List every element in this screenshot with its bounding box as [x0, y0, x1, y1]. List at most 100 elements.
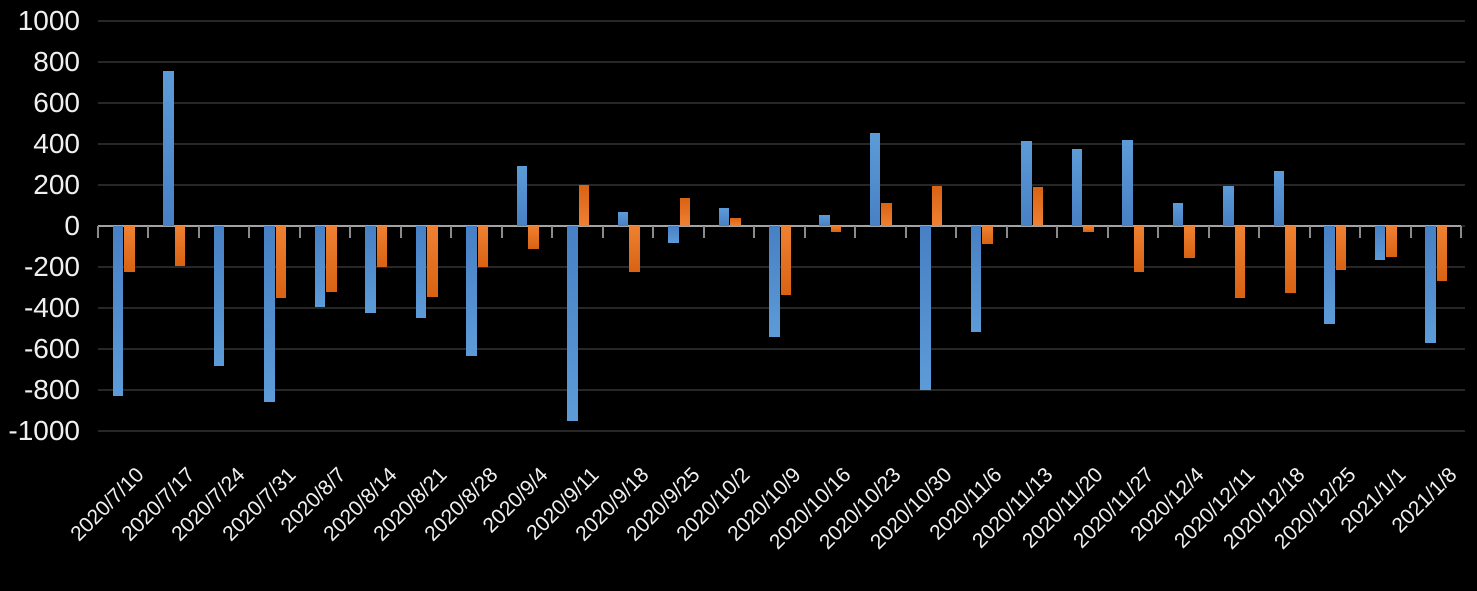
bar-blue-series	[163, 71, 174, 226]
axis-tick	[1460, 226, 1462, 238]
y-axis-tick-label: -400	[23, 292, 80, 323]
bar-orange-series	[174, 226, 186, 266]
bar-orange-series	[1335, 226, 1347, 271]
bar-orange-series	[275, 226, 287, 298]
gridline	[98, 102, 1465, 104]
gridline	[98, 348, 1465, 350]
bar-orange-series	[1032, 187, 1044, 226]
bar-orange-series	[1436, 226, 1448, 282]
y-axis-tick-label: 400	[33, 128, 80, 159]
bar-blue-series	[1071, 149, 1083, 226]
axis-tick	[904, 226, 907, 238]
axis-tick	[147, 226, 150, 238]
bar-orange-series	[730, 217, 741, 226]
bar-blue-series	[1425, 226, 1436, 343]
bar-orange-series	[679, 198, 691, 226]
y-axis-tick-label: -1000	[8, 415, 80, 446]
axis-tick	[298, 226, 301, 238]
bar-blue-series	[1021, 140, 1032, 226]
y-axis-tick-label: -200	[23, 251, 80, 282]
bar-orange-series	[982, 226, 993, 245]
bar-blue-series	[1172, 203, 1184, 226]
bar-blue-series	[567, 226, 578, 421]
axis-tick	[601, 226, 604, 238]
axis-tick	[955, 226, 958, 238]
bar-orange-series	[578, 185, 590, 226]
axis-tick	[702, 226, 705, 238]
axis-tick	[551, 226, 554, 238]
bar-blue-series	[668, 226, 679, 244]
gridline	[98, 184, 1465, 186]
axis-tick	[652, 226, 655, 238]
bar-orange-series	[1184, 226, 1195, 258]
bar-blue-series	[769, 226, 780, 337]
gridline	[98, 143, 1465, 145]
gridline	[98, 307, 1465, 309]
bar-orange-series	[780, 226, 791, 295]
bar-orange-series	[931, 186, 943, 226]
bar-blue-series	[1374, 226, 1386, 260]
axis-tick	[1106, 226, 1109, 238]
bar-orange-series	[528, 226, 539, 249]
axis-tick	[1207, 226, 1210, 238]
gridline	[98, 430, 1465, 432]
x-axis-line	[98, 225, 1461, 227]
axis-tick	[1308, 226, 1311, 238]
axis-tick	[399, 226, 402, 238]
axis-tick	[753, 226, 756, 238]
bar-blue-series	[718, 207, 730, 226]
bar-orange-series	[1234, 226, 1246, 298]
axis-tick	[1359, 226, 1362, 238]
bar-blue-series	[314, 226, 326, 307]
gridline	[98, 61, 1465, 63]
bar-blue-series	[466, 226, 477, 357]
bar-orange-series	[629, 226, 640, 273]
y-axis-tick-label: -800	[23, 374, 80, 405]
bar-blue-series	[869, 132, 881, 226]
bar-orange-series	[1083, 226, 1094, 233]
y-axis-tick-label: -600	[23, 333, 80, 364]
bar-blue-series	[819, 214, 830, 226]
axis-tick	[197, 226, 200, 238]
axis-tick	[854, 226, 857, 238]
bar-blue-series	[970, 226, 982, 332]
axis-tick	[1258, 226, 1261, 238]
axis-tick	[1157, 226, 1160, 238]
axis-tick	[803, 226, 806, 238]
bar-blue-series	[112, 226, 124, 397]
bar-blue-series	[617, 211, 629, 226]
bar-orange-series	[326, 226, 337, 292]
bar-blue-series	[415, 226, 427, 319]
bar-blue-series	[1273, 170, 1285, 226]
y-axis-tick-label: 600	[33, 87, 80, 118]
bar-blue-series	[1324, 226, 1335, 325]
bar-blue-series	[365, 226, 376, 314]
bar-orange-series	[124, 226, 135, 273]
bar-orange-series	[477, 226, 489, 267]
gridline	[98, 20, 1465, 22]
bar-orange-series	[830, 226, 842, 233]
bar-blue-series	[264, 226, 275, 403]
gridline	[98, 389, 1465, 391]
axis-tick	[450, 226, 453, 238]
y-axis-tick-label: 800	[33, 46, 80, 77]
bar-orange-series	[881, 203, 892, 226]
bar-blue-series	[213, 226, 225, 367]
y-axis-tick-label: 0	[64, 210, 80, 241]
bar-orange-series	[376, 226, 388, 267]
axis-tick	[1409, 226, 1412, 238]
bar-orange-series	[1285, 226, 1296, 293]
bar-orange-series	[1133, 226, 1145, 273]
axis-tick	[500, 226, 503, 238]
bar-orange-series	[1386, 226, 1397, 257]
bar-blue-series	[1223, 186, 1234, 226]
bar-blue-series	[1122, 139, 1133, 226]
axis-tick	[1005, 226, 1008, 238]
axis-tick	[248, 226, 251, 238]
axis-tick	[1056, 226, 1059, 238]
bar-orange-series	[427, 226, 438, 297]
y-axis-tick-label: 1000	[17, 5, 80, 36]
y-axis-tick-label: 200	[33, 169, 80, 200]
axis-tick	[97, 226, 99, 238]
